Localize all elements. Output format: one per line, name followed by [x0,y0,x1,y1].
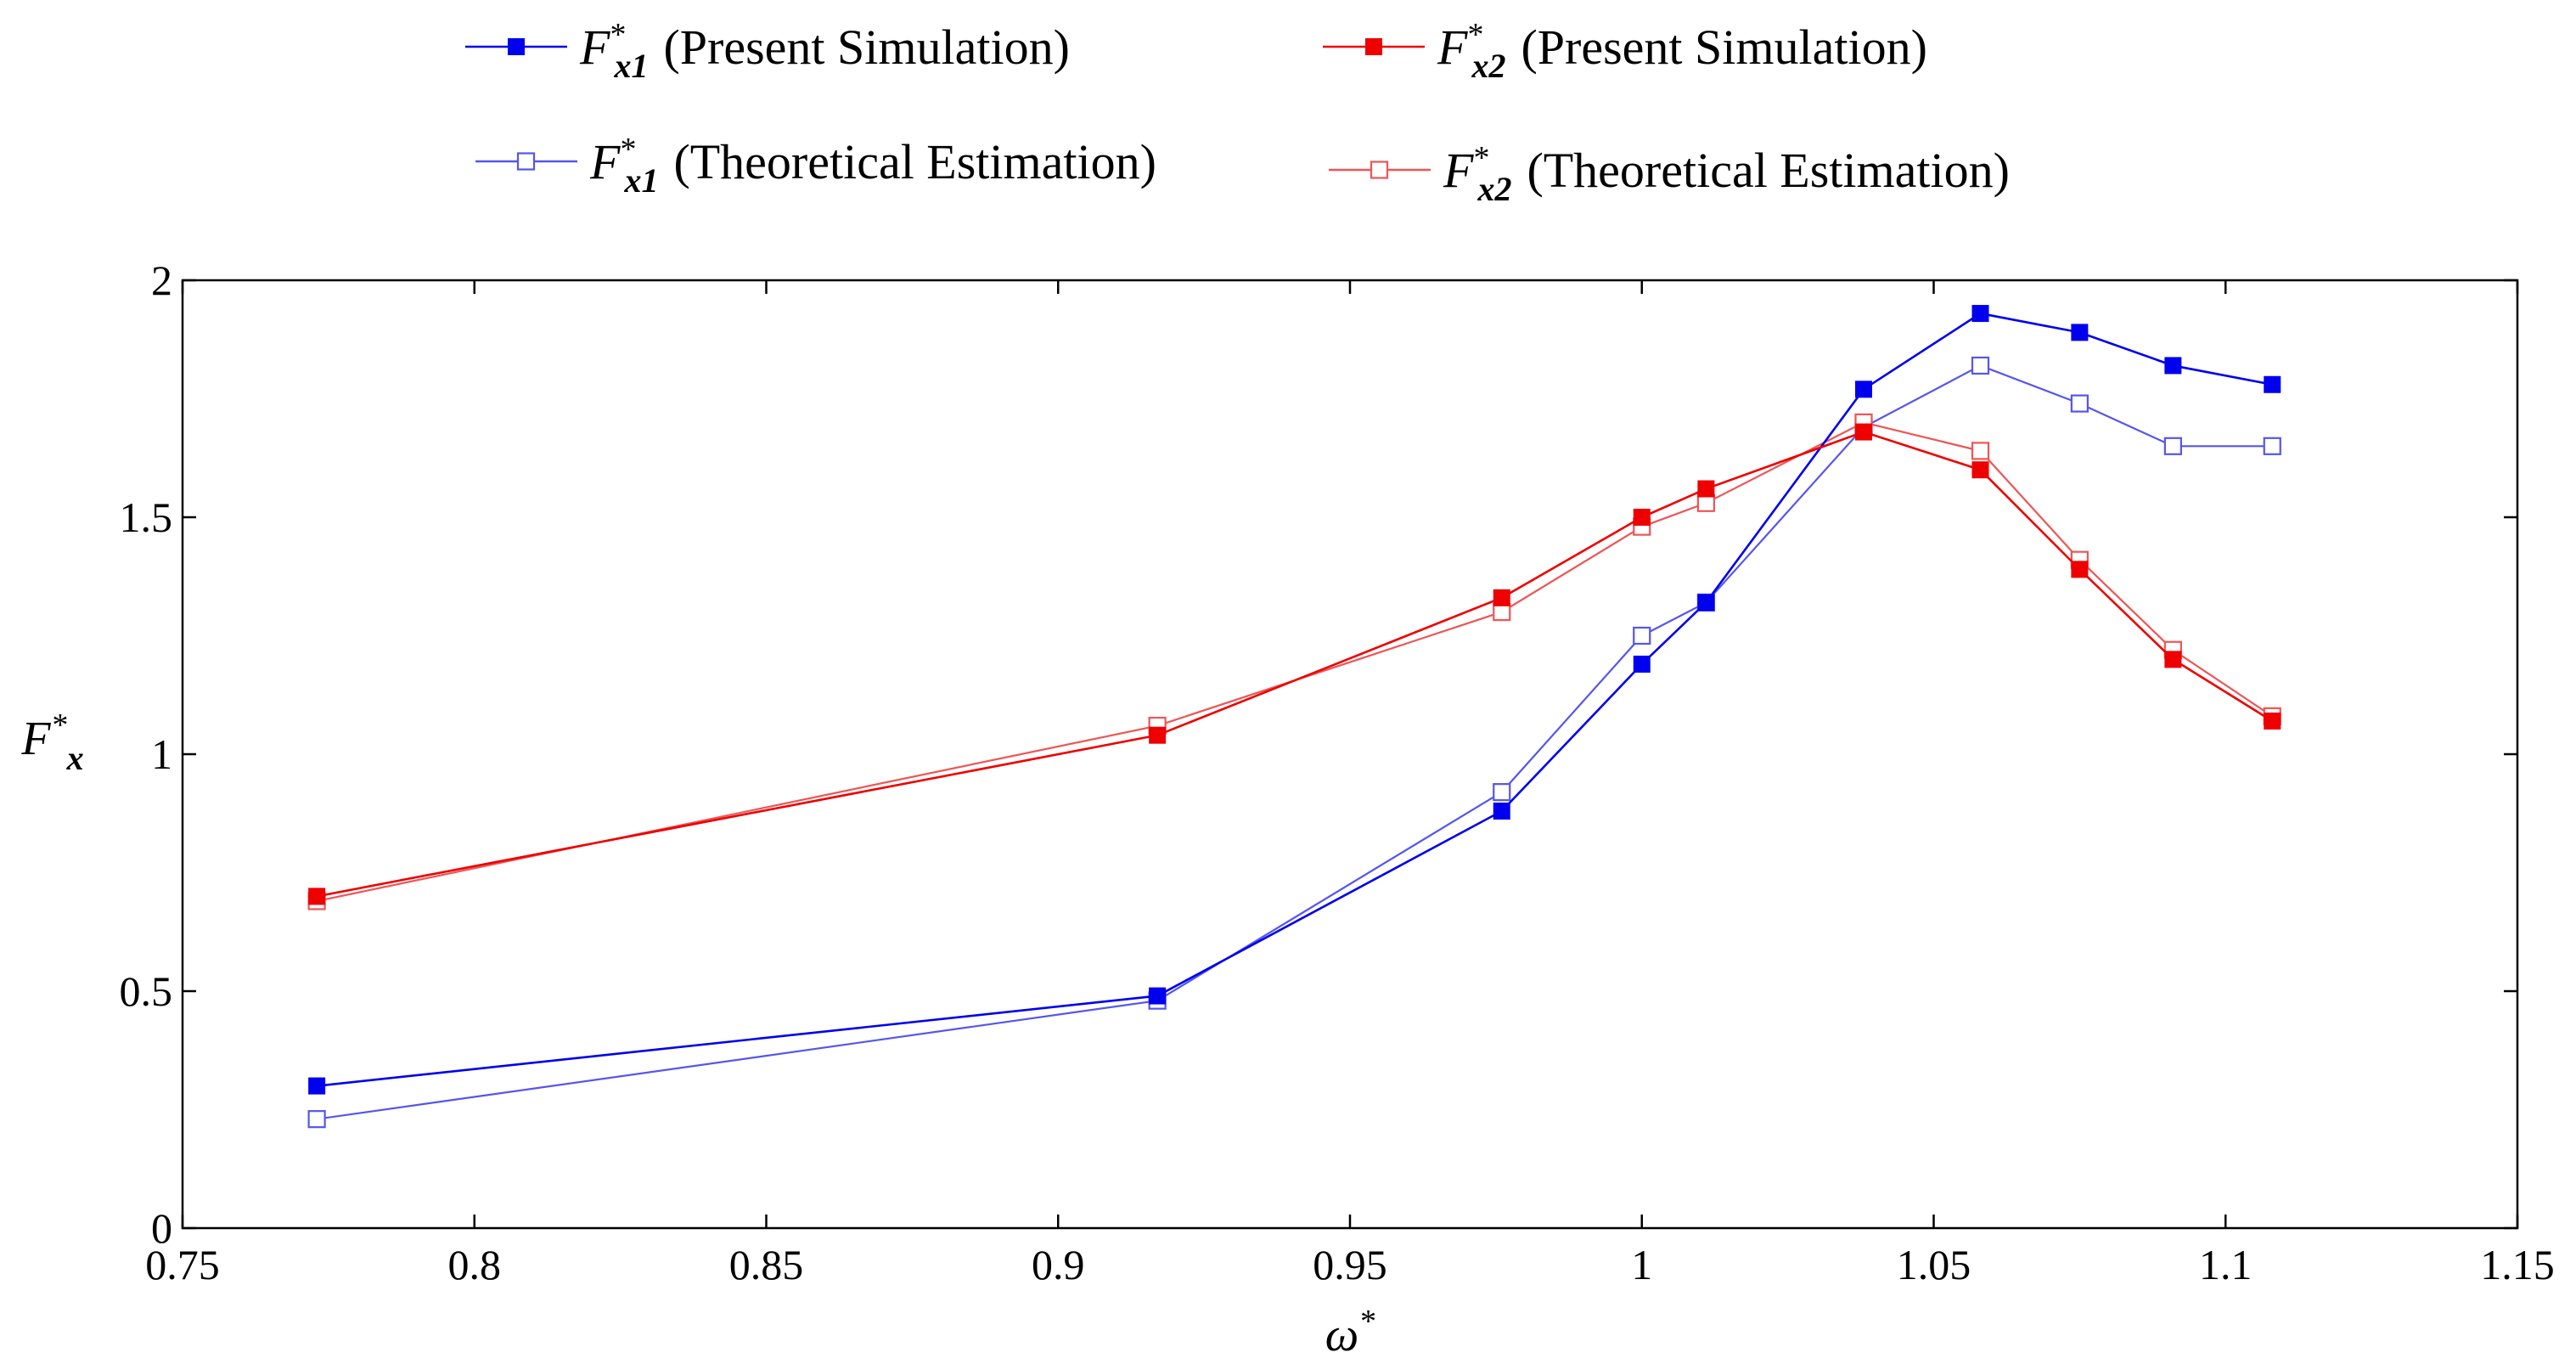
series-line [316,421,2273,903]
y-tick-label: 1 [151,730,172,778]
y-tick-label: 0 [151,1204,172,1252]
series-fx1-present-simulation [308,305,2281,1095]
series-line [316,312,2273,1087]
plot-frame [181,279,2519,1230]
legend-item-fx1-theoretical-estimation: F* x1 (Theoretical Estimation) [475,132,1156,200]
data-point [2071,324,2089,341]
data-point [307,1110,326,1129]
x-tick-label: 0.8 [448,1241,502,1288]
x-tick-label: 0.75 [145,1241,220,1288]
y-tick-label: 0.5 [120,967,173,1015]
data-point [1493,589,1510,606]
y-axis-ticks: 0 0.5 1 1.5 2 [120,256,2517,1252]
data-point [1971,461,1989,479]
series-layer [307,305,2281,1129]
data-point [1971,442,1990,460]
data-point [1971,305,1989,323]
legend-item-fx2-present-simulation: F* x2 (Present Simulation) [1323,17,1927,85]
x-tick-label: 0.9 [1032,1241,1085,1288]
legend-item-fx1-present-simulation: F* x1 (Present Simulation) [465,17,1070,85]
data-point [2263,437,2281,455]
data-point [1633,655,1651,673]
legend-marker [508,38,525,55]
legend-label: F* x1 (Theoretical Estimation) [589,132,1156,200]
series-fx2-theoretical-estimation [307,413,2281,910]
x-tick-label: 0.85 [729,1241,804,1288]
data-point [2071,561,2089,578]
y-tick-label: 2 [151,256,172,304]
data-point [1149,726,1167,744]
data-point [2264,712,2281,730]
data-point [1697,594,1715,612]
legend-marker [516,152,536,171]
data-point [1697,480,1715,498]
data-point [2164,357,2182,375]
series-line [316,431,2273,898]
data-point [1493,602,1511,622]
legend-label: F* x1 (Present Simulation) [579,17,1070,85]
legend-marker [1370,161,1389,179]
data-point [1855,423,1872,441]
x-tick-label: 1.05 [1897,1241,1971,1288]
x-axis-ticks: 0.75 0.8 0.85 0.9 0.95 1 1.05 1.1 1.15 [145,280,2555,1288]
legend-item-fx2-theoretical-estimation: F* x2 (Theoretical Estimation) [1329,140,2010,208]
data-point [1633,626,1651,645]
series-fx2-present-simulation [308,423,2281,905]
data-point [1971,356,1990,375]
y-tick-label: 1.5 [120,493,173,541]
x-tick-label: 0.95 [1313,1241,1387,1288]
data-point [1493,783,1511,802]
data-point [1855,380,1872,398]
data-point [308,888,326,905]
x-tick-label: 1.1 [2199,1241,2253,1288]
legend-label: F* x2 (Theoretical Estimation) [1443,140,2010,208]
data-point [1493,802,1510,820]
x-tick-label: 1.15 [2480,1241,2555,1288]
legend-marker [1365,38,1382,55]
legend-label: F* x2 (Present Simulation) [1437,17,1927,85]
data-point [1633,509,1651,526]
data-point [2164,651,2182,668]
data-point [2163,437,2182,455]
data-point [1149,987,1167,1005]
axes [181,279,2519,1230]
data-point [2070,394,2089,413]
legend: F* x1 (Present Simulation) F* x2 (Present Sim… [465,17,2010,208]
data-point [1696,493,1715,512]
x-tick-label: 1 [1631,1241,1652,1288]
data-point [308,1077,326,1095]
y-axis-title: F*x [20,707,83,777]
x-axis-title: ω* [1325,1304,1375,1361]
series-line [316,364,2273,1120]
data-point [2264,375,2281,393]
